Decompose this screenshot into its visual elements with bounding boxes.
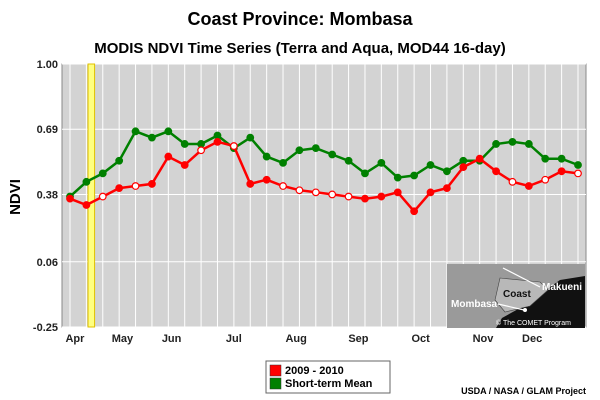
y-axis-label: NDVI: [7, 179, 24, 215]
point-2009-2010: [459, 163, 468, 171]
map-arrow-mombasa: [497, 303, 525, 311]
point-2009-2010: [311, 188, 320, 197]
x-tick-label: Apr: [65, 333, 85, 345]
x-tick-label: Dec: [522, 333, 542, 345]
point-short-term-mean: [164, 127, 173, 136]
point-short-term-mean: [541, 154, 550, 163]
legend-swatch-red: [269, 364, 282, 377]
point-2009-2010: [131, 182, 140, 190]
map-credit: © The COMET Program: [496, 319, 571, 327]
point-short-term-mean: [197, 140, 205, 148]
x-tick-label: Oct: [412, 333, 431, 345]
point-short-term-mean: [524, 140, 533, 148]
x-tick-label: Sep: [348, 333, 368, 345]
point-short-term-mean: [246, 133, 255, 142]
x-tick-label: Nov: [473, 333, 495, 345]
point-2009-2010: [426, 188, 435, 197]
point-short-term-mean: [492, 140, 500, 148]
point-short-term-mean: [98, 169, 107, 178]
point-2009-2010: [508, 177, 517, 186]
point-2009-2010: [295, 186, 304, 195]
point-short-term-mean: [410, 171, 419, 180]
chart-title: Coast Province: Mombasa: [187, 9, 413, 29]
y-tick-label: 0.06: [37, 257, 58, 269]
point-short-term-mean: [393, 173, 402, 182]
legend-swatch-green: [269, 377, 282, 390]
point-short-term-mean: [213, 131, 222, 140]
point-short-term-mean: [459, 156, 468, 165]
x-tick-label: Aug: [285, 333, 306, 345]
credit-text: USDA / NASA / GLAM Project: [461, 386, 586, 396]
point-2009-2010: [410, 207, 419, 216]
point-short-term-mean: [443, 167, 451, 176]
x-tick-label: Jul: [226, 333, 242, 345]
point-2009-2010: [541, 175, 550, 184]
point-2009-2010: [246, 180, 255, 188]
point-2009-2010: [279, 182, 287, 190]
point-2009-2010: [557, 167, 566, 176]
point-2009-2010: [98, 192, 107, 201]
point-short-term-mean: [180, 140, 189, 148]
point-2009-2010: [164, 152, 173, 161]
point-2009-2010: [197, 146, 205, 155]
point-2009-2010: [229, 142, 238, 150]
point-short-term-mean: [82, 177, 91, 186]
point-2009-2010: [213, 137, 222, 146]
point-short-term-mean: [361, 169, 369, 178]
point-short-term-mean: [557, 154, 566, 163]
point-2009-2010: [492, 167, 500, 176]
highlight-band: [87, 63, 96, 328]
point-2009-2010: [574, 169, 582, 178]
point-2009-2010: [344, 192, 353, 201]
point-2009-2010: [66, 194, 74, 203]
legend: 2009 - 2010 Short-term Mean: [265, 360, 391, 394]
point-short-term-mean: [344, 156, 353, 165]
map-arrow-makueni: [502, 267, 541, 288]
x-tick-label: May: [112, 333, 134, 345]
point-short-term-mean: [426, 161, 435, 169]
point-2009-2010: [393, 188, 402, 197]
point-short-term-mean: [279, 158, 287, 167]
map-label-coast: Coast: [503, 289, 531, 300]
point-short-term-mean: [148, 133, 156, 142]
point-2009-2010: [328, 190, 337, 199]
y-tick-label: 1.00: [37, 59, 58, 71]
y-tick-label: 0.69: [37, 124, 58, 136]
chart-subtitle: MODIS NDVI Time Series (Terra and Aqua, …: [94, 40, 506, 57]
point-short-term-mean: [328, 150, 337, 159]
point-short-term-mean: [574, 161, 582, 169]
legend-label-green: Short-term Mean: [285, 378, 373, 390]
point-short-term-mean: [295, 146, 304, 155]
point-short-term-mean: [262, 152, 271, 161]
map-coast-region: [494, 277, 549, 313]
map-label-mombasa: Mombasa: [451, 299, 498, 310]
y-tick-label: 0.38: [37, 189, 58, 201]
location-map-inset: Coast Makueni Mombasa © The COMET Progra…: [447, 264, 585, 328]
legend-label-red: 2009 - 2010: [285, 365, 344, 377]
point-short-term-mean: [377, 158, 386, 167]
point-short-term-mean: [115, 156, 124, 165]
point-2009-2010: [180, 161, 189, 169]
point-2009-2010: [115, 184, 124, 193]
point-2009-2010: [148, 180, 156, 188]
map-label-makueni: Makueni: [542, 282, 582, 293]
point-2009-2010: [524, 182, 533, 190]
point-2009-2010: [361, 194, 369, 203]
legend-box: [265, 360, 391, 394]
x-tick-label: Jun: [162, 333, 182, 345]
y-tick-label: -0.25: [33, 322, 58, 334]
point-short-term-mean: [311, 144, 320, 153]
point-2009-2010: [475, 154, 484, 163]
point-2009-2010: [377, 192, 386, 201]
point-2009-2010: [82, 201, 91, 209]
point-short-term-mean: [131, 127, 140, 136]
point-2009-2010: [262, 175, 271, 184]
point-2009-2010: [443, 184, 451, 193]
point-short-term-mean: [508, 137, 517, 146]
map-mombasa-dot: [523, 308, 527, 312]
